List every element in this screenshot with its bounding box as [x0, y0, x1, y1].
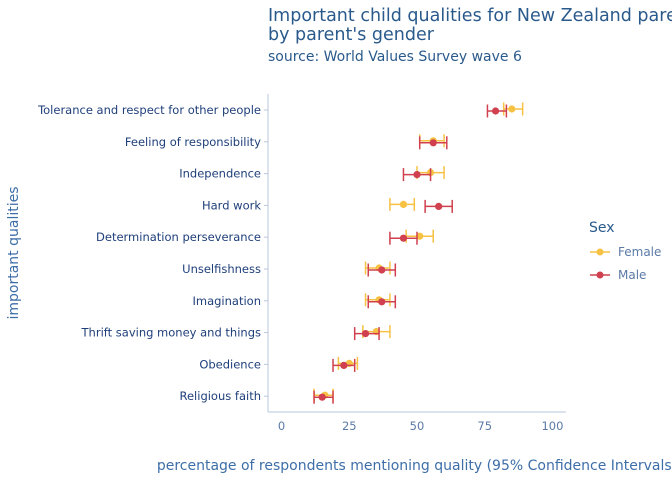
legend-female-marker — [596, 248, 604, 256]
y-tick-label: Independence — [179, 167, 261, 181]
y-tick-label: Imagination — [192, 294, 261, 308]
male-point — [413, 171, 421, 179]
chart-title-line-2: by parent's gender — [268, 25, 435, 45]
female-point — [399, 200, 408, 208]
y-tick-label: Obedience — [199, 357, 261, 371]
legend-male-label[interactable]: Male — [618, 268, 646, 282]
male-point — [429, 139, 437, 147]
chart-subtitle: source: World Values Survey wave 6 — [268, 49, 522, 65]
y-tick-label: Religious faith — [180, 389, 262, 403]
x-tick-label: 100 — [541, 419, 563, 433]
y-tick-label: Thrift saving money and things — [81, 326, 261, 340]
male-point — [378, 266, 386, 274]
male-point — [361, 330, 370, 338]
legend: Sex Female Male — [589, 220, 661, 282]
y-tick-label: Feeling of responsibility — [125, 135, 261, 149]
male-point — [435, 202, 443, 210]
y-tick-label: Unselfishness — [182, 262, 261, 276]
y-tick-label: Tolerance and respect for other people — [37, 103, 261, 117]
legend-female-label[interactable]: Female — [618, 245, 661, 259]
x-tick-label: 50 — [410, 419, 425, 433]
x-tick-label: 75 — [477, 419, 492, 433]
male-point — [318, 393, 326, 401]
legend-title: Sex — [589, 220, 615, 236]
x-tick-label: 25 — [342, 419, 357, 433]
male-point — [491, 107, 500, 115]
female-point — [416, 232, 424, 240]
legend-male-marker — [596, 271, 604, 279]
y-axis-title: important qualities — [6, 186, 22, 319]
x-tick-labels: 0 25 50 75 100 — [278, 419, 564, 433]
y-tick-label: Hard work — [202, 198, 261, 212]
y-tick-label: Determination perseverance — [96, 230, 261, 244]
male-point — [340, 361, 348, 369]
y-tick-labels: Tolerance and respect for other people Fe… — [37, 103, 268, 403]
chart-title-line-1: Important child qualities for New Zealan… — [268, 6, 672, 26]
male-point — [378, 298, 386, 306]
female-point — [508, 105, 516, 113]
x-axis-title: percentage of respondents mentioning qua… — [157, 458, 672, 474]
male-point — [399, 234, 408, 242]
data-marks — [313, 102, 524, 404]
x-tick-label: 0 — [278, 419, 285, 433]
